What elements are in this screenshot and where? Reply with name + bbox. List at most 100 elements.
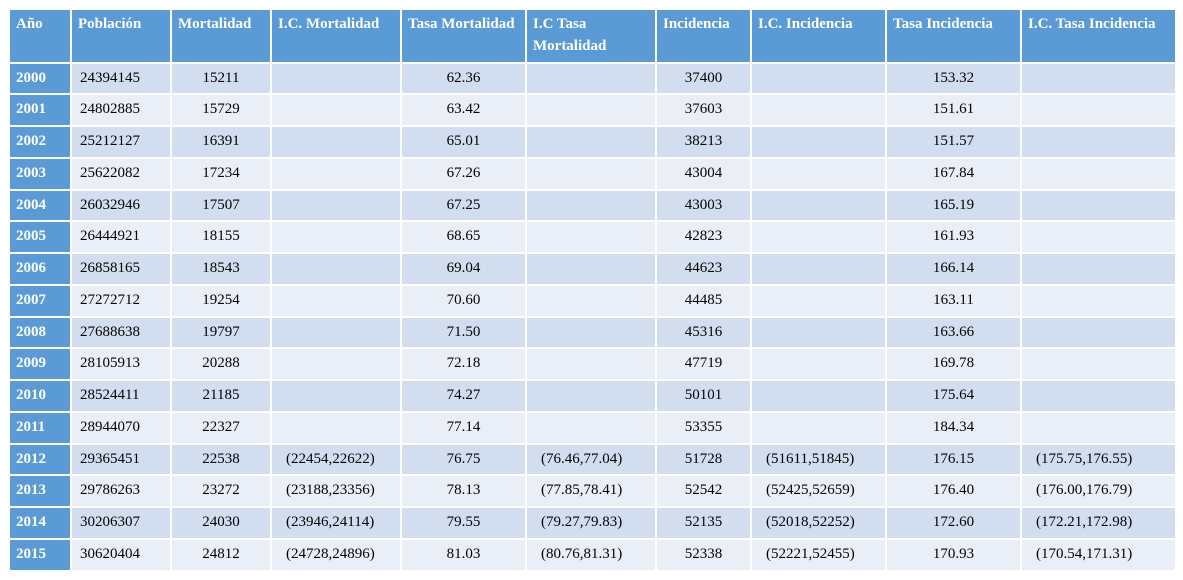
cell-ic_mortalidad — [271, 63, 401, 95]
col-ic-mortalidad: I.C. Mortalidad — [271, 9, 401, 63]
cell-ic_tasa_inc — [1021, 380, 1176, 412]
cell-poblacion: 29786263 — [71, 475, 171, 507]
cell-ic_tasa_mort — [526, 190, 656, 222]
cell-ic_tasa_mort: (77.85,78.41) — [526, 475, 656, 507]
cell-poblacion: 25622082 — [71, 158, 171, 190]
cell-tasa_incidencia: 161.93 — [886, 221, 1021, 253]
cell-ic_incidencia — [751, 63, 886, 95]
cell-poblacion: 24394145 — [71, 63, 171, 95]
cell-tasa_mortalidad: 78.13 — [401, 475, 526, 507]
cell-ic_incidencia: (52018,52252) — [751, 507, 886, 539]
cell-ic_tasa_inc: (172.21,172.98) — [1021, 507, 1176, 539]
table-row: 2010285244112118574.2750101175.64 — [9, 380, 1176, 412]
cell-ic_incidencia — [751, 158, 886, 190]
table-row: 2009281059132028872.1847719169.78 — [9, 348, 1176, 380]
cell-ic_tasa_inc — [1021, 285, 1176, 317]
cell-incidencia: 38213 — [656, 126, 751, 158]
cell-poblacion: 28524411 — [71, 380, 171, 412]
cell-ic_mortalidad: (22454,22622) — [271, 444, 401, 476]
cell-incidencia: 50101 — [656, 380, 751, 412]
cell-ic_incidencia: (51611,51845) — [751, 444, 886, 476]
cell-ano: 2007 — [9, 285, 71, 317]
cell-incidencia: 37400 — [656, 63, 751, 95]
cell-incidencia: 52338 — [656, 539, 751, 571]
cell-ano: 2001 — [9, 94, 71, 126]
cell-mortalidad: 24030 — [171, 507, 271, 539]
cell-ano: 2002 — [9, 126, 71, 158]
cell-ano: 2005 — [9, 221, 71, 253]
cell-ano: 2008 — [9, 317, 71, 349]
cell-ic_tasa_mort: (80.76,81.31) — [526, 539, 656, 571]
cell-ic_tasa_inc — [1021, 348, 1176, 380]
cell-incidencia: 52135 — [656, 507, 751, 539]
cell-ic_mortalidad: (23188,23356) — [271, 475, 401, 507]
table-row: 20153062040424812(24728,24896)81.03(80.7… — [9, 539, 1176, 571]
cell-ic_tasa_mort — [526, 253, 656, 285]
cell-ic_tasa_mort — [526, 63, 656, 95]
cell-ic_tasa_inc: (175.75,176.55) — [1021, 444, 1176, 476]
cell-poblacion: 26032946 — [71, 190, 171, 222]
cell-ano: 2000 — [9, 63, 71, 95]
cell-ic_mortalidad — [271, 221, 401, 253]
cell-incidencia: 42823 — [656, 221, 751, 253]
cell-incidencia: 43003 — [656, 190, 751, 222]
cell-tasa_incidencia: 172.60 — [886, 507, 1021, 539]
cell-ic_incidencia — [751, 94, 886, 126]
cell-mortalidad: 20288 — [171, 348, 271, 380]
cell-tasa_incidencia: 166.14 — [886, 253, 1021, 285]
cell-ic_tasa_inc: (170.54,171.31) — [1021, 539, 1176, 571]
cell-ic_tasa_inc: (176.00,176.79) — [1021, 475, 1176, 507]
cell-poblacion: 26858165 — [71, 253, 171, 285]
cell-tasa_incidencia: 165.19 — [886, 190, 1021, 222]
cell-ic_tasa_mort — [526, 94, 656, 126]
table-row: 2003256220821723467.2643004167.84 — [9, 158, 1176, 190]
cell-ic_incidencia — [751, 380, 886, 412]
cell-ic_mortalidad — [271, 380, 401, 412]
cell-ic_tasa_mort: (76.46,77.04) — [526, 444, 656, 476]
cell-ic_incidencia: (52221,52455) — [751, 539, 886, 571]
table-row: 2005264449211815568.6542823161.93 — [9, 221, 1176, 253]
col-ano: Año — [9, 9, 71, 63]
cell-ic_tasa_inc — [1021, 253, 1176, 285]
cell-ic_tasa_mort — [526, 158, 656, 190]
cell-ic_tasa_mort — [526, 348, 656, 380]
cell-mortalidad: 15211 — [171, 63, 271, 95]
cell-mortalidad: 15729 — [171, 94, 271, 126]
cell-ano: 2006 — [9, 253, 71, 285]
cell-tasa_mortalidad: 62.36 — [401, 63, 526, 95]
cell-incidencia: 47719 — [656, 348, 751, 380]
cell-tasa_mortalidad: 77.14 — [401, 412, 526, 444]
cell-ic_tasa_inc — [1021, 412, 1176, 444]
cell-tasa_incidencia: 163.11 — [886, 285, 1021, 317]
cell-ic_mortalidad: (23946,24114) — [271, 507, 401, 539]
cell-poblacion: 30620404 — [71, 539, 171, 571]
cell-ano: 2012 — [9, 444, 71, 476]
cell-poblacion: 28944070 — [71, 412, 171, 444]
cell-ano: 2009 — [9, 348, 71, 380]
cell-incidencia: 51728 — [656, 444, 751, 476]
table-row: 20143020630724030(23946,24114)79.55(79.2… — [9, 507, 1176, 539]
cell-ic_tasa_mort — [526, 221, 656, 253]
table-row: 2007272727121925470.6044485163.11 — [9, 285, 1176, 317]
table-row: 20122936545122538(22454,22622)76.75(76.4… — [9, 444, 1176, 476]
cell-ic_incidencia — [751, 253, 886, 285]
cell-mortalidad: 22327 — [171, 412, 271, 444]
cell-ic_tasa_inc — [1021, 221, 1176, 253]
cell-incidencia: 45316 — [656, 317, 751, 349]
cell-poblacion: 27688638 — [71, 317, 171, 349]
cell-tasa_mortalidad: 79.55 — [401, 507, 526, 539]
cell-ic_mortalidad — [271, 348, 401, 380]
cell-incidencia: 43004 — [656, 158, 751, 190]
cell-tasa_incidencia: 170.93 — [886, 539, 1021, 571]
cell-poblacion: 25212127 — [71, 126, 171, 158]
cell-ic_tasa_inc — [1021, 190, 1176, 222]
cell-mortalidad: 23272 — [171, 475, 271, 507]
cell-ic_incidencia: (52425,52659) — [751, 475, 886, 507]
cell-mortalidad: 17507 — [171, 190, 271, 222]
table-row: 2004260329461750767.2543003165.19 — [9, 190, 1176, 222]
cell-incidencia: 37603 — [656, 94, 751, 126]
cell-ic_tasa_inc — [1021, 158, 1176, 190]
table-row: 2001248028851572963.4237603151.61 — [9, 94, 1176, 126]
data-table: Año Población Mortalidad I.C. Mortalidad… — [8, 8, 1177, 572]
cell-ic_tasa_mort: (79.27,79.83) — [526, 507, 656, 539]
